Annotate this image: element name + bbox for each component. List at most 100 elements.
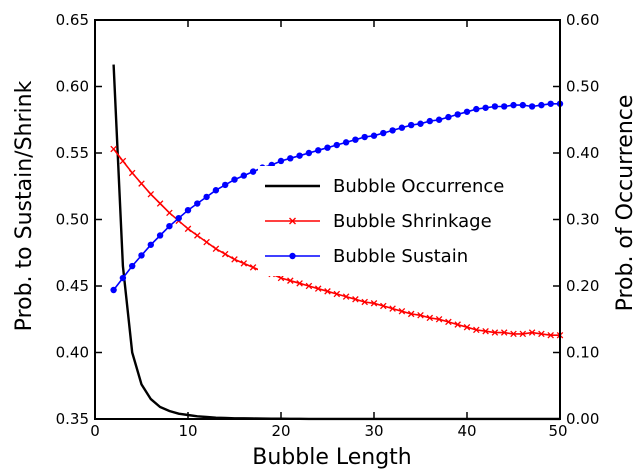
x-tick-label: 40	[457, 422, 476, 440]
series-1	[110, 145, 564, 339]
data-point	[389, 127, 396, 134]
data-point	[175, 214, 182, 222]
legend-marker	[289, 217, 296, 225]
data-point	[240, 260, 248, 267]
data-point	[277, 157, 285, 165]
data-point	[491, 329, 499, 336]
data-point	[538, 330, 545, 338]
data-point	[110, 286, 117, 294]
left-y-tick-label: 0.40	[56, 344, 89, 362]
data-point	[352, 296, 359, 303]
data-point	[138, 180, 145, 187]
legend-label: Bubble Shrinkage	[333, 211, 492, 232]
data-point	[324, 144, 331, 151]
x-tick-label: 0	[90, 422, 100, 440]
left-y-axis-title: Prob. to Sustain/Shrink	[12, 80, 37, 331]
data-point	[231, 256, 238, 263]
data-point	[519, 330, 527, 338]
data-point	[249, 168, 257, 175]
data-point	[231, 176, 238, 183]
data-point	[305, 149, 313, 157]
data-point	[519, 101, 526, 109]
data-point	[342, 139, 350, 146]
x-tick-label: 20	[271, 422, 290, 440]
tick-labels: 0 10 20 30 40 50 0.35 0.40 0.45 0.50 0.55 0.60 0.65 0…	[56, 11, 600, 440]
left-y-tick-label: 0.45	[56, 277, 89, 295]
data-point	[380, 129, 387, 137]
data-point	[454, 321, 461, 328]
data-point	[408, 121, 415, 129]
data-point	[510, 330, 517, 338]
data-point	[184, 206, 192, 214]
data-point	[417, 120, 424, 127]
data-point	[194, 232, 201, 239]
data-point	[138, 252, 145, 259]
left-y-tick-label: 0.55	[56, 144, 89, 162]
data-point	[473, 326, 480, 334]
plot-marks	[110, 64, 564, 421]
data-point	[128, 169, 136, 177]
data-point	[184, 225, 192, 233]
data-point	[324, 288, 331, 295]
data-point	[445, 113, 452, 121]
x-axis-title: Bubble Length	[252, 445, 412, 470]
data-point	[119, 157, 127, 165]
data-point	[156, 200, 164, 207]
data-point	[203, 193, 210, 201]
data-point	[333, 290, 341, 298]
left-y-tick-label: 0.50	[56, 211, 89, 229]
data-point	[166, 209, 173, 217]
data-point	[166, 222, 173, 230]
data-point	[426, 117, 433, 125]
left-y-tick-label: 0.60	[56, 78, 89, 96]
data-point	[287, 155, 294, 162]
data-point	[389, 305, 396, 312]
data-point	[528, 329, 536, 336]
right-y-tick-label: 0.10	[566, 344, 599, 362]
data-point	[361, 298, 368, 306]
right-y-tick-label: 0.40	[566, 144, 599, 162]
data-point	[287, 277, 294, 284]
right-y-tick-label: 0.00	[566, 410, 599, 428]
data-point	[370, 300, 378, 307]
data-point	[212, 245, 220, 253]
data-point	[314, 285, 322, 292]
data-point	[482, 104, 489, 111]
legend: Bubble Occurrence Bubble Shrinkage Bubble …	[258, 166, 553, 276]
right-y-tick-label: 0.30	[566, 211, 599, 229]
data-point	[501, 103, 508, 110]
x-tick-label: 10	[178, 422, 197, 440]
right-y-tick-label: 0.20	[566, 277, 599, 295]
legend-label: Bubble Sustain	[333, 246, 468, 267]
data-point	[203, 238, 210, 246]
data-point	[417, 312, 424, 319]
legend-label: Bubble Occurrence	[333, 176, 504, 197]
data-point	[398, 308, 406, 315]
data-point	[194, 200, 201, 207]
x-tick-label: 30	[364, 422, 383, 440]
data-point	[380, 302, 387, 310]
data-point	[342, 293, 350, 300]
data-point	[454, 111, 461, 118]
data-point	[249, 264, 257, 271]
data-point	[445, 318, 452, 326]
data-point	[370, 132, 378, 139]
data-point	[547, 100, 554, 107]
data-point	[221, 250, 229, 258]
data-point	[296, 280, 303, 287]
data-point	[547, 331, 554, 339]
data-point	[147, 241, 154, 248]
data-point	[463, 323, 471, 331]
data-point	[296, 152, 303, 159]
data-point	[435, 315, 443, 323]
right-y-tick-label: 0.50	[566, 78, 599, 96]
data-point	[333, 141, 340, 149]
left-y-tick-label: 0.35	[56, 410, 89, 428]
series-2	[110, 100, 564, 294]
data-point	[129, 262, 136, 270]
data-point	[473, 105, 480, 113]
data-point	[398, 124, 406, 131]
data-point	[156, 232, 164, 239]
data-point	[528, 103, 536, 110]
